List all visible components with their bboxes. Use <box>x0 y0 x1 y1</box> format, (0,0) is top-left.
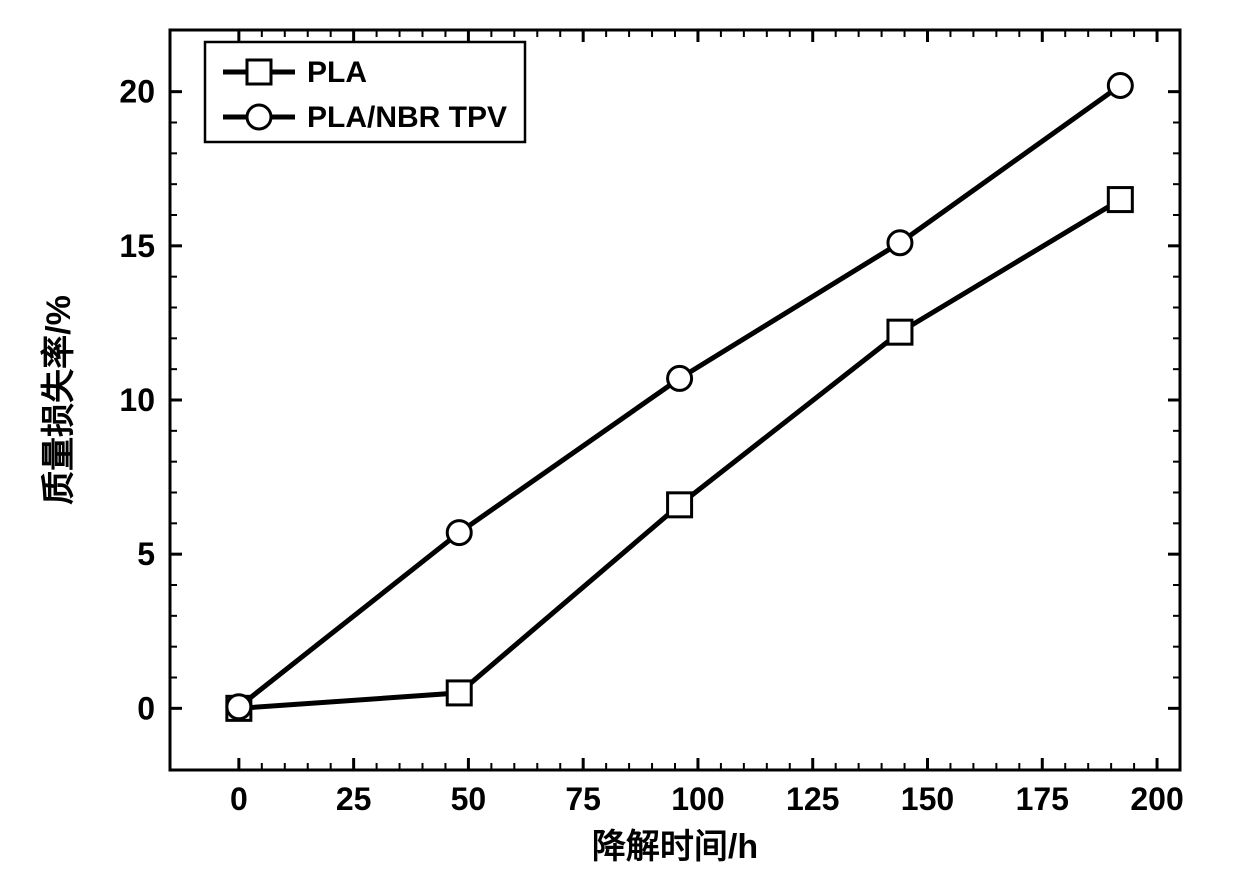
y-tick-label: 5 <box>137 536 155 572</box>
marker-circle <box>447 521 471 545</box>
y-tick-label: 10 <box>119 382 155 418</box>
x-tick-label: 175 <box>1016 781 1069 817</box>
x-tick-label: 50 <box>451 781 487 817</box>
y-tick-label: 15 <box>119 228 155 264</box>
x-tick-label: 75 <box>565 781 601 817</box>
y-tick-label: 20 <box>119 74 155 110</box>
series-line-pla-nbr-tpv <box>239 86 1120 707</box>
line-chart: 0 25 50 75 100 125 150 175 200 0 5 10 15 20 降解时间/h 质量损失… <box>0 0 1239 893</box>
x-tick-label: 100 <box>671 781 724 817</box>
y-tick-label: 0 <box>137 690 155 726</box>
marker-circle <box>247 105 271 129</box>
x-tick-label: 0 <box>230 781 248 817</box>
marker-circle <box>1108 74 1132 98</box>
marker-square <box>247 60 271 84</box>
marker-square <box>1108 188 1132 212</box>
x-tick-label: 150 <box>901 781 954 817</box>
y-axis-label: 质量损失率/% <box>40 295 78 505</box>
marker-square <box>888 320 912 344</box>
marker-square <box>668 493 692 517</box>
legend-label: PLA <box>307 56 367 89</box>
series-line-pla <box>239 200 1120 709</box>
marker-circle <box>668 366 692 390</box>
marker-square <box>447 681 471 705</box>
x-axis-label: 降解时间/h <box>592 828 758 866</box>
marker-circle <box>888 231 912 255</box>
x-tick-label: 125 <box>786 781 839 817</box>
marker-circle <box>227 695 251 719</box>
x-tick-label: 25 <box>336 781 372 817</box>
legend-label: PLA/NBR TPV <box>307 101 507 134</box>
x-tick-label: 200 <box>1130 781 1183 817</box>
chart-container: 0 25 50 75 100 125 150 175 200 0 5 10 15 20 降解时间/h 质量损失… <box>0 0 1239 893</box>
